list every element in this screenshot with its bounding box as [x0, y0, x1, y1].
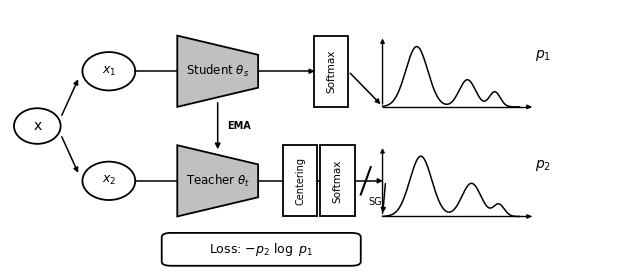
Text: Softmax: Softmax: [332, 159, 343, 202]
Ellipse shape: [14, 108, 60, 144]
Text: Student $\theta_s$: Student $\theta_s$: [186, 63, 249, 79]
Ellipse shape: [82, 52, 136, 90]
Text: Softmax: Softmax: [326, 50, 337, 93]
Ellipse shape: [82, 162, 136, 200]
Text: Centering: Centering: [295, 157, 305, 205]
Text: $x_2$: $x_2$: [101, 174, 116, 187]
FancyBboxPatch shape: [320, 145, 355, 216]
FancyBboxPatch shape: [283, 145, 317, 216]
Text: Teacher $\theta_t$: Teacher $\theta_t$: [186, 173, 249, 189]
Text: SG: SG: [369, 197, 383, 207]
Polygon shape: [177, 145, 258, 216]
Polygon shape: [177, 36, 258, 107]
FancyBboxPatch shape: [314, 36, 348, 107]
Text: $p_1$: $p_1$: [535, 48, 551, 63]
Text: x: x: [33, 119, 42, 133]
Text: $p_2$: $p_2$: [535, 158, 551, 173]
Text: Loss: $- p_2\ \log\ p_1$: Loss: $- p_2\ \log\ p_1$: [209, 241, 313, 258]
Text: EMA: EMA: [227, 121, 251, 131]
FancyBboxPatch shape: [162, 233, 361, 266]
Text: $x_1$: $x_1$: [101, 65, 116, 78]
